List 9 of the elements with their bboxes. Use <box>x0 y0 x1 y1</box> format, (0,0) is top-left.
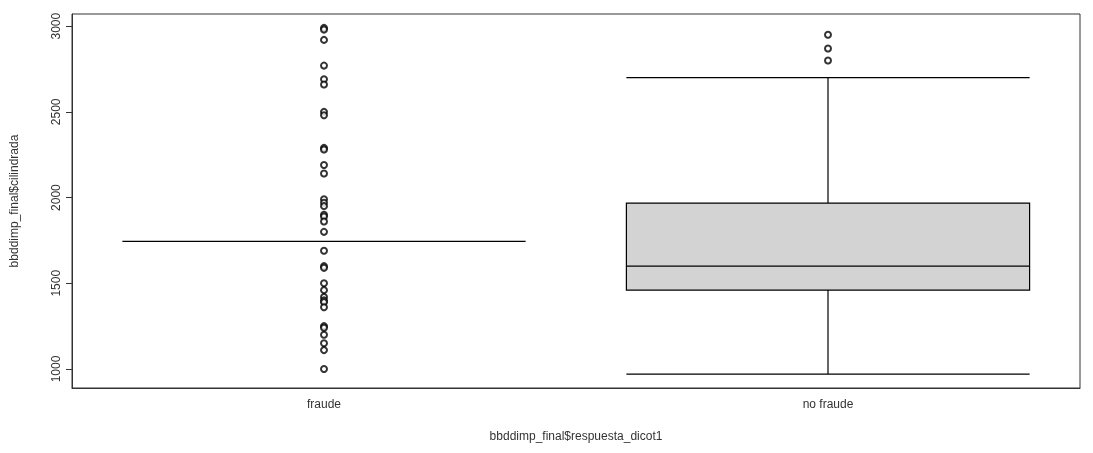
y-tick-label: 2500 <box>49 98 63 126</box>
y-tick-label: 1000 <box>49 355 63 383</box>
x-tick-label: fraude <box>306 397 342 411</box>
y-axis-title: bbddimp_final$cilindrada <box>7 134 21 268</box>
x-tick-label: no fraude <box>802 397 854 411</box>
y-tick-label: 3000 <box>49 12 63 40</box>
y-tick-label: 1500 <box>49 269 63 297</box>
y-tick-label: 2000 <box>49 183 63 211</box>
x-axis-title: bbddimp_final$respuesta_dicot1 <box>489 429 663 443</box>
